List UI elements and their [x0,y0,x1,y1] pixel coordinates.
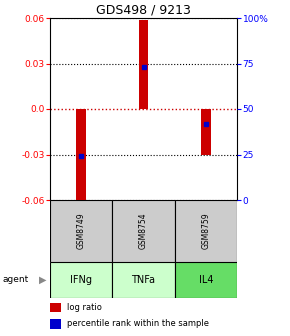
Text: percentile rank within the sample: percentile rank within the sample [67,319,209,328]
Bar [175,200,237,262]
Bar [50,319,61,329]
Bar [175,262,237,298]
Text: GSM8754: GSM8754 [139,213,148,249]
Text: IL4: IL4 [199,275,213,285]
Text: ▶: ▶ [39,275,47,285]
Text: TNFa: TNFa [131,275,155,285]
Text: GSM8749: GSM8749 [77,213,86,249]
Bar [50,303,61,312]
Bar [50,262,112,298]
Text: agent: agent [3,276,29,285]
Bar [112,262,175,298]
Text: IFNg: IFNg [70,275,92,285]
Text: log ratio: log ratio [67,303,102,312]
Bar [50,200,112,262]
Text: GSM8759: GSM8759 [201,213,210,249]
Title: GDS498 / 9213: GDS498 / 9213 [96,4,191,17]
Bar [201,109,211,155]
Bar [77,109,86,205]
Bar [139,19,148,109]
Bar [112,200,175,262]
